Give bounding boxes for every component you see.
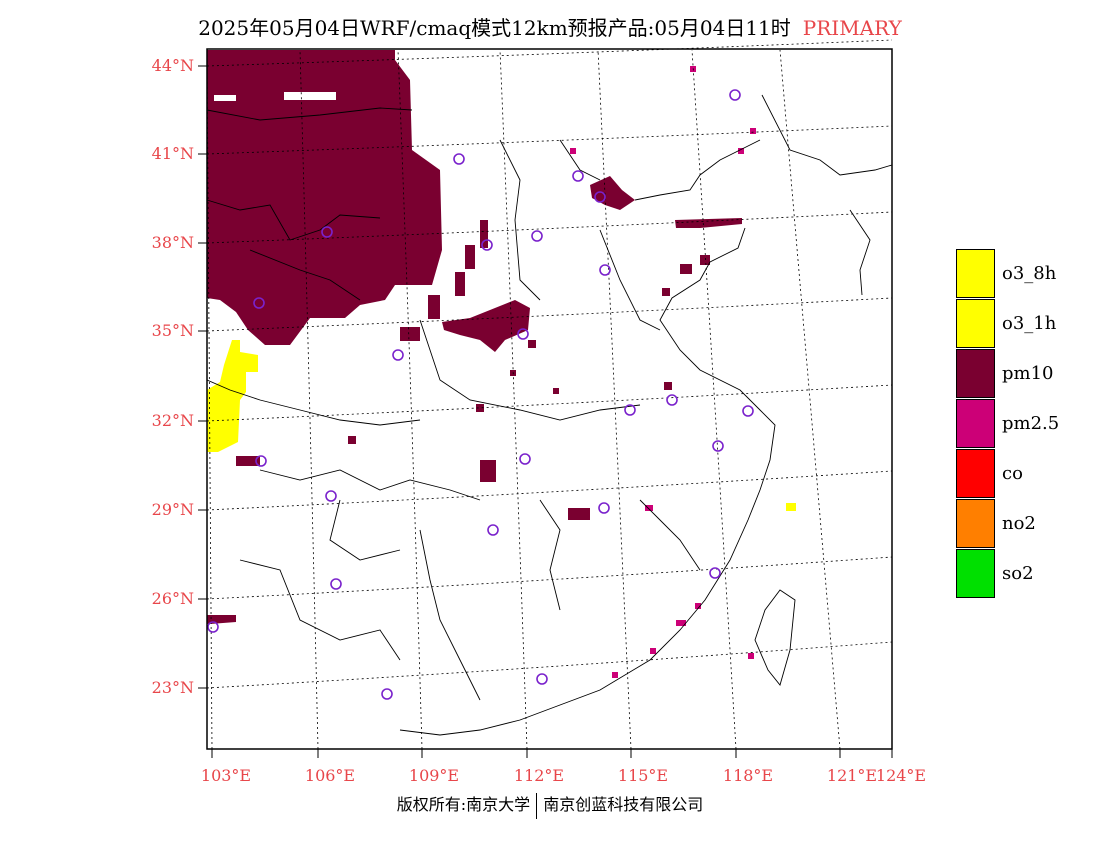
lat-label: 41°N: [151, 144, 194, 163]
station-marker: [536, 673, 548, 685]
station-marker: [453, 153, 465, 165]
pm25-patch: [738, 148, 744, 154]
map-title: 2025年05月04日WRF/cmaq模式12km预报产品:05月04日11时 P…: [0, 12, 1100, 41]
station-marker: [392, 349, 404, 361]
copyright-footer: 版权所有:南京大学 南京创蓝科技有限公司: [0, 791, 1100, 819]
station-marker: [519, 453, 531, 465]
station-marker: [729, 89, 741, 101]
station-marker: [517, 328, 529, 340]
pm25-patch: [645, 505, 653, 511]
pm25-patch: [570, 148, 576, 154]
pm25-patch: [612, 672, 618, 678]
legend-swatch: [956, 549, 995, 598]
station-marker: [599, 264, 611, 276]
pm25-patch: [676, 620, 686, 626]
station-marker: [572, 170, 584, 182]
station-marker: [598, 502, 610, 514]
pm25-patch: [748, 653, 754, 659]
legend-swatch: [956, 349, 995, 398]
o3-patch: [786, 503, 796, 511]
station-marker: [255, 455, 267, 467]
station-marker: [481, 239, 493, 251]
station-marker: [624, 404, 636, 416]
pm10-patch: [480, 220, 488, 248]
legend-swatch: [956, 499, 995, 548]
station-marker: [325, 490, 337, 502]
footer-separator: [536, 792, 538, 819]
station-marker: [207, 621, 219, 633]
pm10-patch: [662, 288, 670, 296]
station-marker: [594, 191, 606, 203]
pm10-patch: [568, 508, 590, 520]
monitoring-stations: [207, 89, 754, 700]
station-marker: [330, 578, 342, 590]
legend-label: no2: [1002, 513, 1036, 534]
legend-swatch: [956, 299, 995, 348]
lon-label: 109°E: [408, 766, 460, 785]
title-text: 2025年05月04日WRF/cmaq模式12km预报产品:05月04日11时: [198, 16, 791, 40]
o3-region-west: [207, 340, 258, 452]
boundaries: [206, 94, 893, 736]
lon-label: 115°E: [617, 766, 669, 785]
station-marker: [487, 524, 499, 536]
lon-label: 103°E: [200, 766, 252, 785]
lon-label: 106°E: [304, 766, 356, 785]
station-marker: [321, 226, 333, 238]
station-marker: [742, 405, 754, 417]
lat-label: 26°N: [151, 589, 194, 608]
map-frame: [206, 48, 893, 750]
lon-label: 118°E: [722, 766, 774, 785]
legend-swatch: [956, 249, 995, 298]
pm10-patch: [700, 255, 710, 265]
pm10-patch: [480, 460, 496, 482]
lat-label: 32°N: [151, 411, 194, 430]
pm10-patch: [664, 382, 672, 390]
pm10-patch: [236, 456, 260, 466]
pm25-patch: [750, 128, 756, 134]
pm10-patch: [680, 264, 692, 274]
title-tag: PRIMARY: [802, 16, 902, 40]
pm10-patch-central: [442, 300, 530, 352]
station-marker: [531, 230, 543, 242]
lat-label: 44°N: [151, 56, 194, 75]
lat-label: 35°N: [151, 321, 194, 340]
legend-label: o3_8h: [1002, 263, 1057, 284]
legend-label: pm10: [1002, 363, 1054, 384]
pm10-patch: [400, 327, 420, 341]
pm10-patch-shandong: [675, 218, 742, 228]
legend-label: o3_1h: [1002, 313, 1057, 334]
lat-label: 29°N: [151, 500, 194, 519]
station-marker: [381, 688, 393, 700]
pm10-patch: [465, 245, 475, 269]
footer-right: 南京创蓝科技有限公司: [543, 795, 704, 814]
station-marker: [712, 440, 724, 452]
pm10-patch: [476, 404, 484, 412]
legend-label: co: [1002, 463, 1023, 484]
pm25-patch: [695, 603, 701, 609]
axis-ticks: [198, 65, 893, 758]
station-marker: [709, 567, 721, 579]
pm10-patch: [528, 340, 536, 348]
pm10-region-northwest: [207, 50, 442, 345]
pm10-patch: [348, 436, 356, 444]
footer-left: 版权所有:南京大学: [396, 795, 531, 814]
lon-label: 121°E: [826, 766, 878, 785]
gap-white: [214, 95, 236, 101]
station-marker: [253, 297, 265, 309]
lon-label: 124°E: [875, 766, 927, 785]
pm10-patch: [428, 295, 440, 319]
lat-label: 23°N: [151, 678, 194, 697]
legend-swatch: [956, 399, 995, 448]
gap-white: [284, 92, 336, 100]
station-marker: [666, 394, 678, 406]
lat-label: 38°N: [151, 233, 194, 252]
pm10-patch: [553, 388, 559, 394]
legend-label: so2: [1002, 563, 1034, 584]
pm10-patch: [455, 272, 465, 296]
pm25-patch: [650, 648, 656, 654]
legend-swatch: [956, 449, 995, 498]
legend-label: pm2.5: [1002, 413, 1060, 434]
lon-label: 112°E: [513, 766, 565, 785]
